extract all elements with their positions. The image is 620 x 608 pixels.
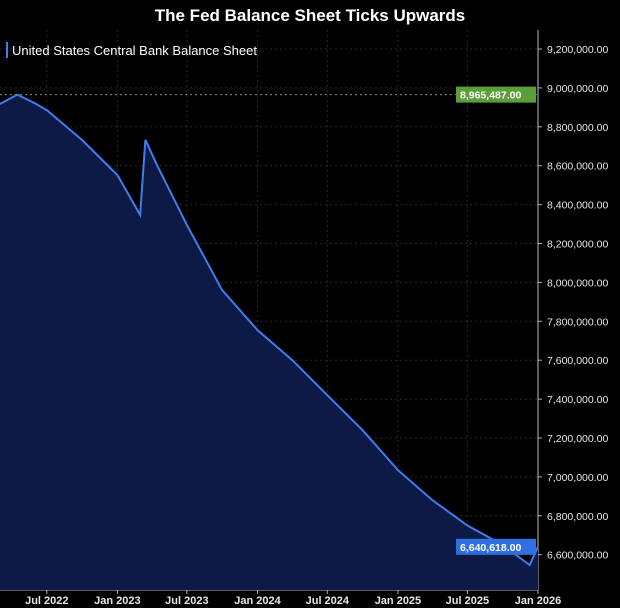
legend: United States Central Bank Balance Sheet xyxy=(6,42,257,58)
y-tick-label: 9,000,000.00 xyxy=(547,83,608,95)
x-tick-label: Jul 2025 xyxy=(446,595,489,607)
value-badge xyxy=(456,86,536,103)
y-tick-label: 6,600,000.00 xyxy=(547,550,608,562)
y-tick-label: 7,000,000.00 xyxy=(547,472,608,484)
y-tick-label: 9,200,000.00 xyxy=(547,44,608,56)
y-tick-label: 8,400,000.00 xyxy=(547,200,608,212)
x-tick-label: Jan 2026 xyxy=(515,595,561,607)
value-badge-label: 6,640,618.00 xyxy=(460,542,521,554)
value-badge-label: 8,965,487.00 xyxy=(460,90,521,102)
legend-label: United States Central Bank Balance Sheet xyxy=(12,42,257,58)
x-tick-label: Jan 2024 xyxy=(234,595,281,607)
x-tick-label: Jul 2024 xyxy=(306,595,350,607)
x-tick-label: Jul 2022 xyxy=(25,595,68,607)
y-tick-label: 8,800,000.00 xyxy=(547,122,608,134)
series-area xyxy=(0,94,538,590)
y-tick-label: 8,600,000.00 xyxy=(547,161,608,173)
chart-title: The Fed Balance Sheet Ticks Upwards xyxy=(154,6,466,25)
x-tick-label: Jan 2025 xyxy=(375,595,421,607)
legend-swatch xyxy=(6,42,8,58)
y-tick-label: 7,600,000.00 xyxy=(547,355,608,367)
y-tick-label: 7,200,000.00 xyxy=(547,433,608,445)
y-tick-label: 6,800,000.00 xyxy=(547,511,608,523)
y-tick-label: 8,000,000.00 xyxy=(547,277,608,289)
value-badge xyxy=(456,538,536,555)
x-tick-label: Jul 2023 xyxy=(165,595,208,607)
y-tick-label: 7,800,000.00 xyxy=(547,316,608,328)
y-tick-label: 8,200,000.00 xyxy=(547,239,608,251)
y-tick-label: 7,400,000.00 xyxy=(547,394,608,406)
x-tick-label: Jan 2023 xyxy=(94,595,140,607)
